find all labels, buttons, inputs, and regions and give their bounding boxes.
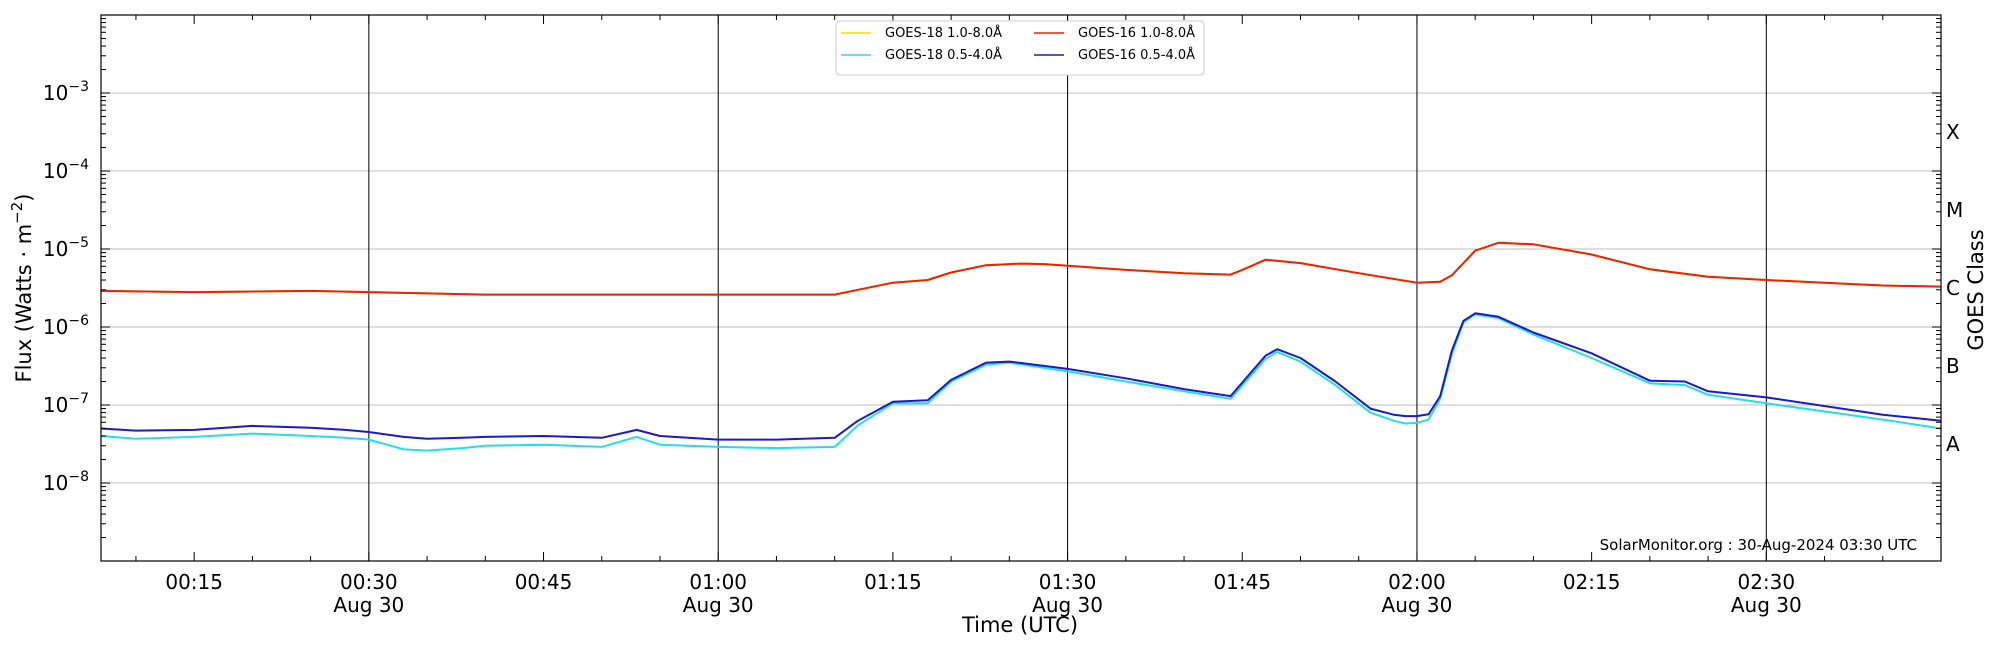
y-tick-label: 10−4 [43,157,89,183]
y-tick-label: 10−7 [43,391,89,417]
x-tick-time-label: 01:00 [689,570,747,594]
x-tick-time-label: 02:15 [1563,570,1621,594]
x-tick-time-label: 02:30 [1737,570,1795,594]
x-tick-time-label: 01:30 [1039,570,1097,594]
series-line-goes-16-1-0-8-0- [100,241,1942,296]
goes-class-label: X [1946,120,1960,144]
y-axis-label: Flux (Watts · m−2) [8,193,36,382]
x-tick-date-label: Aug 30 [683,593,754,617]
x-tick-time-label: 00:30 [340,570,398,594]
goes-class-label: A [1946,432,1960,456]
goes-class-label: M [1946,198,1963,222]
x-tick-time-label: 02:00 [1388,570,1446,594]
x-tick-date-label: Aug 30 [1382,593,1453,617]
series-line-goes-18-0-5-4-0- [100,313,1942,452]
credit-label: SolarMonitor.org : 30-Aug-2024 03:30 UTC [1600,536,1917,554]
y-tick-label: 10−5 [43,235,89,261]
x-tick-date-label: Aug 30 [333,593,404,617]
x-tick-time-label: 01:15 [864,570,922,594]
legend-label: GOES-18 1.0-8.0Å [885,25,1002,41]
y-tick-label: 10−3 [43,79,89,105]
series-line-goes-16-0-5-4-0- [100,312,1942,441]
legend-box [835,20,1205,76]
legend: GOES-18 1.0-8.0Å GOES-18 0.5-4.0Å GOES-16 … [835,20,1205,76]
plot-area-border [100,14,1942,562]
x-tick-time-label: 00:15 [165,570,223,594]
x-axis-label: Time (UTC) [961,613,1078,637]
x-tick-date-label: Aug 30 [1032,593,1103,617]
goes-class-axis-label: GOES Class [1964,229,1988,350]
y-tick-label: 10−6 [43,313,89,339]
labels-layer: Time (UTC) GOES Class SolarMonitor.org :… [8,79,1988,637]
goes-class-label: C [1946,276,1960,300]
legend-label: GOES-18 0.5-4.0Å [885,47,1002,63]
axes-layer [100,14,1942,562]
x-tick-time-label: 01:45 [1213,570,1271,594]
grid-layer [101,15,1941,561]
legend-label: GOES-16 0.5-4.0Å [1078,47,1195,63]
goes-class-label: B [1946,354,1960,378]
series-layer [100,241,1942,452]
x-tick-time-label: 00:45 [515,570,573,594]
legend-label: GOES-16 1.0-8.0Å [1078,25,1195,41]
y-tick-label: 10−8 [43,469,89,495]
x-tick-date-label: Aug 30 [1731,593,1802,617]
series-line-goes-18-1-0-8-0- [100,241,1942,296]
